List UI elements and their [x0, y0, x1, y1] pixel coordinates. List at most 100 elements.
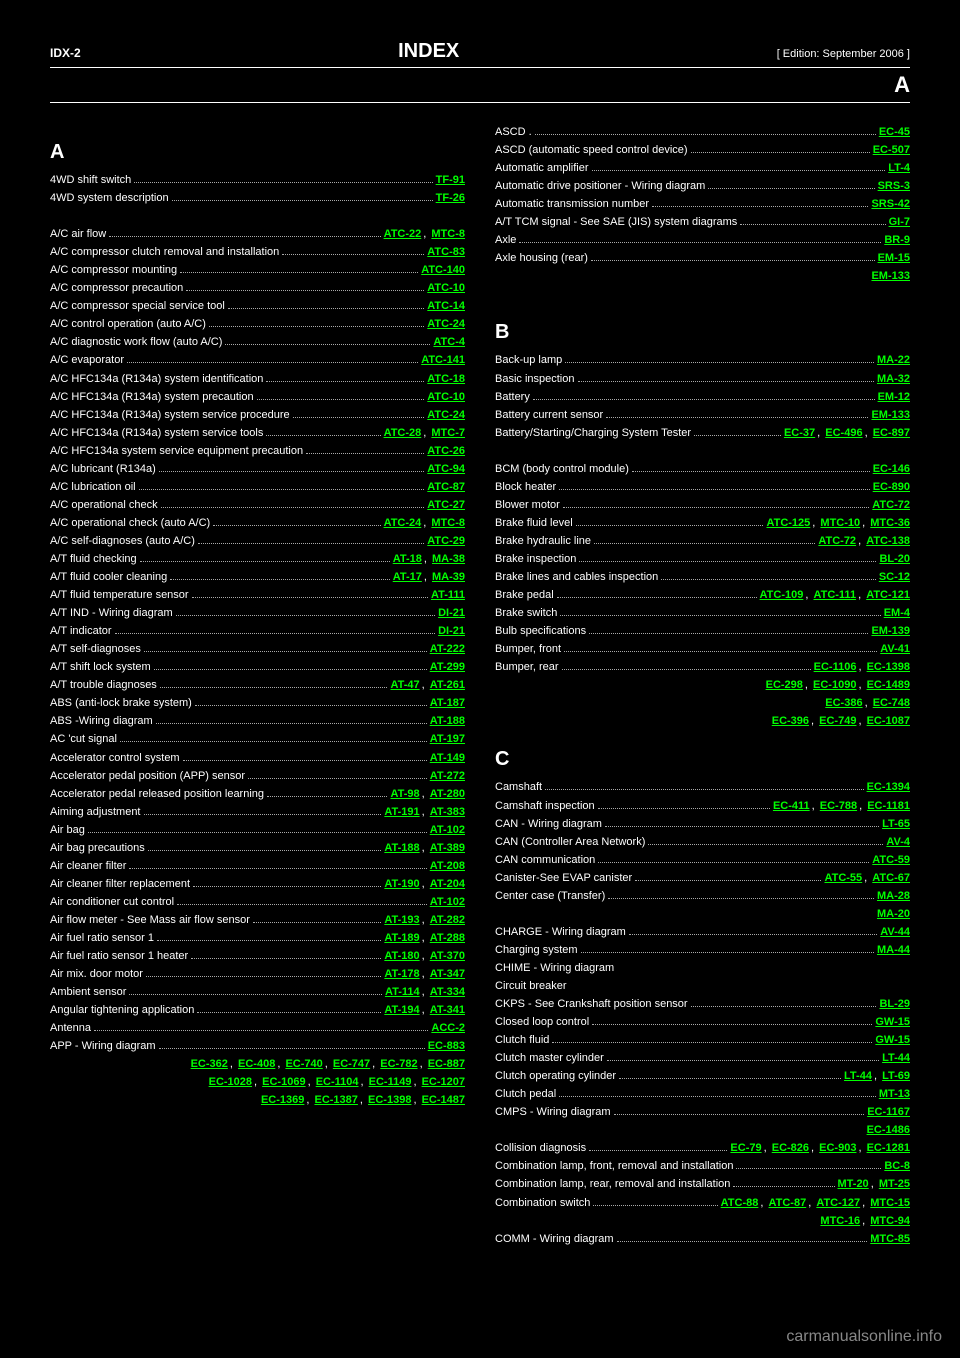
ref-link[interactable]: ATC-140 — [421, 264, 465, 276]
ref-link[interactable]: MT-13 — [879, 1088, 910, 1100]
ref-link[interactable]: EC-1387 — [314, 1094, 357, 1106]
ref-link[interactable]: ATC-94 — [427, 463, 465, 475]
ref-link[interactable]: AT-347 — [430, 968, 465, 980]
ref-link[interactable]: MA-38 — [432, 553, 465, 565]
ref-link[interactable]: AT-191 — [384, 806, 419, 818]
ref-link[interactable]: BL-20 — [879, 553, 910, 565]
ref-link[interactable]: MTC-8 — [431, 228, 465, 240]
ref-link[interactable]: MA-39 — [432, 571, 465, 583]
ref-link[interactable]: EC-1369 — [261, 1094, 304, 1106]
ref-link[interactable]: EC-749 — [819, 715, 856, 727]
ref-link[interactable]: EC-408 — [238, 1058, 275, 1070]
ref-link[interactable]: EC-1281 — [867, 1142, 910, 1154]
ref-link[interactable]: EC-79 — [730, 1142, 761, 1154]
ref-link[interactable]: MTC-15 — [870, 1197, 910, 1209]
ref-link[interactable]: EM-15 — [878, 252, 910, 264]
ref-link[interactable]: ATC-26 — [427, 445, 465, 457]
ref-link[interactable]: AT-180 — [384, 950, 419, 962]
ref-link[interactable]: AT-188 — [384, 842, 419, 854]
ref-link[interactable]: ATC-127 — [816, 1197, 860, 1209]
ref-link[interactable]: EM-139 — [871, 625, 910, 637]
ref-link[interactable]: ATC-72 — [872, 499, 910, 511]
ref-link[interactable]: EC-1181 — [867, 800, 910, 812]
ref-link[interactable]: ACC-2 — [431, 1022, 465, 1034]
ref-link[interactable]: ATC-125 — [766, 517, 810, 529]
ref-link[interactable]: AT-222 — [430, 643, 465, 655]
ref-link[interactable]: ATC-87 — [427, 481, 465, 493]
ref-link[interactable]: EC-362 — [191, 1058, 228, 1070]
ref-link[interactable]: AT-18 — [393, 553, 422, 565]
ref-link[interactable]: EC-1486 — [867, 1124, 910, 1136]
ref-link[interactable]: EC-411 — [773, 800, 810, 812]
ref-link[interactable]: MTC-36 — [870, 517, 910, 529]
ref-link[interactable]: MA-44 — [877, 944, 910, 956]
ref-link[interactable]: LT-69 — [882, 1070, 910, 1082]
ref-link[interactable]: MA-32 — [877, 373, 910, 385]
ref-link[interactable]: AT-282 — [430, 914, 465, 926]
ref-link[interactable]: MT-20 — [838, 1178, 869, 1190]
ref-link[interactable]: ATC-24 — [384, 517, 422, 529]
ref-link[interactable]: AT-47 — [390, 679, 419, 691]
ref-link[interactable]: SRS-42 — [871, 198, 910, 210]
ref-link[interactable]: EM-133 — [871, 270, 910, 282]
ref-link[interactable]: AT-194 — [384, 1004, 419, 1016]
ref-link[interactable]: EC-396 — [772, 715, 809, 727]
ref-link[interactable]: AT-334 — [430, 986, 465, 998]
ref-link[interactable]: ATC-87 — [769, 1197, 807, 1209]
ref-link[interactable]: EC-1087 — [867, 715, 910, 727]
ref-link[interactable]: AT-187 — [430, 697, 465, 709]
ref-link[interactable]: AT-102 — [430, 896, 465, 908]
ref-link[interactable]: MTC-16 — [820, 1215, 860, 1227]
ref-link[interactable]: ATC-10 — [427, 282, 465, 294]
ref-link[interactable]: EC-890 — [873, 481, 910, 493]
ref-link[interactable]: BL-29 — [879, 998, 910, 1010]
ref-link[interactable]: EC-897 — [873, 427, 910, 439]
ref-link[interactable]: EC-1028 — [209, 1076, 252, 1088]
ref-link[interactable]: EC-1398 — [867, 661, 910, 673]
ref-link[interactable]: GW-15 — [875, 1016, 910, 1028]
ref-link[interactable]: AT-208 — [430, 860, 465, 872]
ref-link[interactable]: EC-1104 — [316, 1076, 359, 1088]
ref-link[interactable]: AV-4 — [886, 836, 910, 848]
ref-link[interactable]: EC-1487 — [422, 1094, 465, 1106]
ref-link[interactable]: ATC-18 — [427, 373, 465, 385]
ref-link[interactable]: DI-21 — [438, 607, 465, 619]
ref-link[interactable]: AT-389 — [430, 842, 465, 854]
ref-link[interactable]: EC-45 — [879, 126, 910, 138]
ref-link[interactable]: EC-1398 — [368, 1094, 411, 1106]
ref-link[interactable]: LT-65 — [882, 818, 910, 830]
ref-link[interactable]: AT-114 — [385, 986, 420, 998]
ref-link[interactable]: MTC-8 — [431, 517, 465, 529]
ref-link[interactable]: ATC-72 — [818, 535, 856, 547]
ref-link[interactable]: GI-7 — [889, 216, 910, 228]
ref-link[interactable]: AT-280 — [430, 788, 465, 800]
ref-link[interactable]: EC-146 — [873, 463, 910, 475]
ref-link[interactable]: ATC-24 — [427, 409, 465, 421]
ref-link[interactable]: EC-1394 — [867, 781, 910, 793]
ref-link[interactable]: AT-188 — [430, 715, 465, 727]
ref-link[interactable]: ATC-28 — [384, 427, 422, 439]
ref-link[interactable]: AT-178 — [384, 968, 419, 980]
ref-link[interactable]: EC-298 — [766, 679, 803, 691]
ref-link[interactable]: EC-747 — [333, 1058, 370, 1070]
ref-link[interactable]: AT-299 — [430, 661, 465, 673]
ref-link[interactable]: AT-102 — [430, 824, 465, 836]
ref-link[interactable]: ATC-67 — [872, 872, 910, 884]
ref-link[interactable]: AT-383 — [430, 806, 465, 818]
ref-link[interactable]: EC-788 — [820, 800, 857, 812]
ref-link[interactable]: LT-44 — [844, 1070, 872, 1082]
ref-link[interactable]: MTC-10 — [820, 517, 860, 529]
ref-link[interactable]: AT-193 — [384, 914, 419, 926]
ref-link[interactable]: ATC-55 — [824, 872, 862, 884]
ref-link[interactable]: TF-91 — [436, 174, 465, 186]
ref-link[interactable]: MT-25 — [879, 1178, 910, 1190]
ref-link[interactable]: ATC-27 — [427, 499, 465, 511]
ref-link[interactable]: EC-386 — [825, 697, 862, 709]
ref-link[interactable]: EC-37 — [784, 427, 815, 439]
ref-link[interactable]: ATC-14 — [427, 300, 465, 312]
ref-link[interactable]: EC-887 — [428, 1058, 465, 1070]
ref-link[interactable]: EM-133 — [871, 409, 910, 421]
ref-link[interactable]: AT-370 — [430, 950, 465, 962]
ref-link[interactable]: EC-1489 — [867, 679, 910, 691]
ref-link[interactable]: ATC-141 — [421, 354, 465, 366]
